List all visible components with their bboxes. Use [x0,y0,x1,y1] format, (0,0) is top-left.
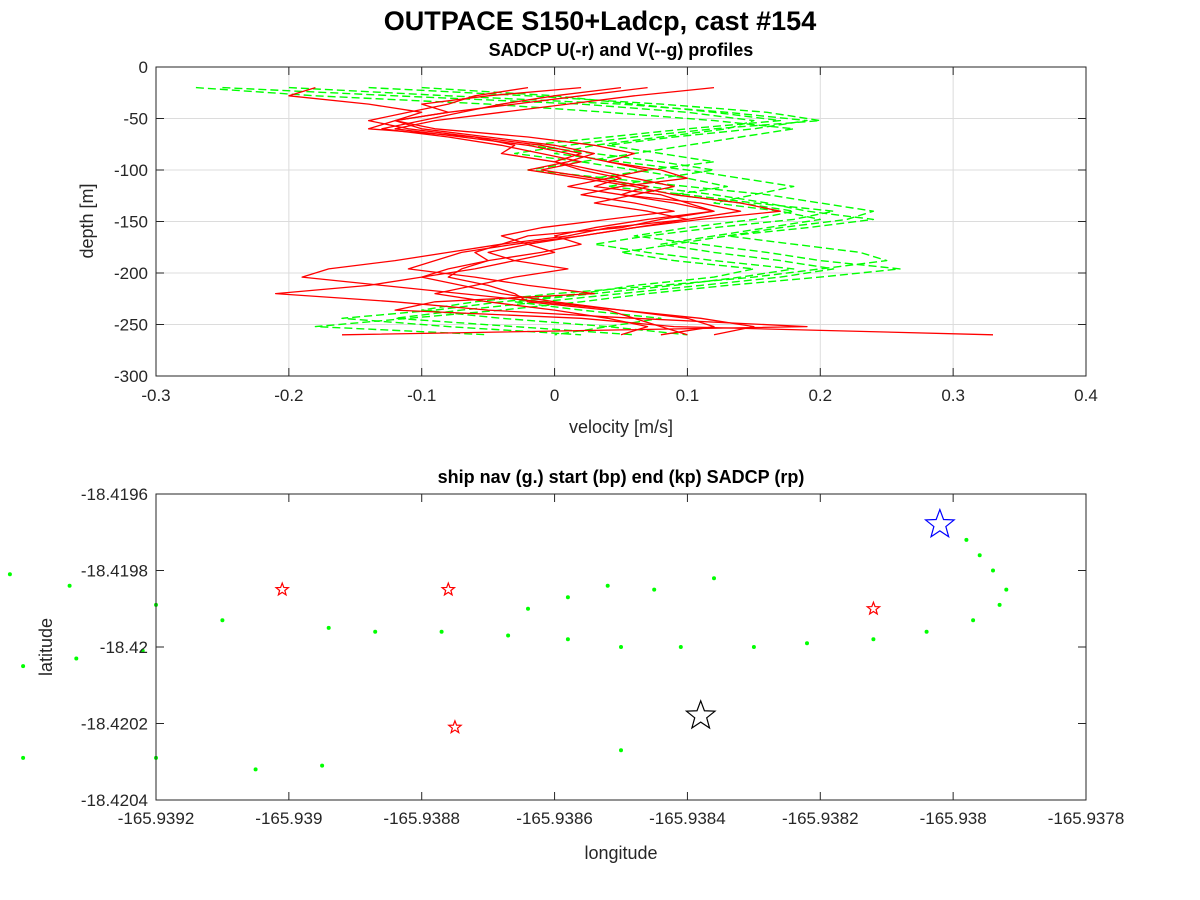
sadcp-star-marker [440,581,457,597]
profiles-ytick-label: -250 [114,316,148,335]
nav-ytick-label: -18.42 [100,638,148,657]
nav-point [439,629,444,634]
nav-xtick-label: -165.9386 [516,809,593,828]
nav-point [605,583,610,588]
nav-point [751,645,756,649]
nav-ylabel: latitude [36,618,56,676]
nav-point [977,553,982,558]
sadcp-star-marker [274,581,291,597]
profiles-ytick-label: -50 [123,110,148,129]
nav-point [74,656,79,661]
nav-xtick-label: -165.9392 [118,809,195,828]
end-star-marker [684,699,717,730]
profiles-ylabel: depth [m] [77,183,97,258]
profiles-ytick-label: -200 [114,264,148,283]
nav-xtick-label: -165.939 [255,809,322,828]
nav-point [253,767,258,772]
profiles-xlabel: velocity [m/s] [569,417,673,437]
v-profile-line [195,86,888,336]
nav-panel: ship nav (g.) start (bp) end (kp) SADCP … [7,467,1124,863]
nav-point [924,629,929,634]
nav-xtick-label: -165.938 [920,809,987,828]
u-profile-line [301,86,755,336]
nav-point [320,763,325,768]
nav-xtick-label: -165.9378 [1048,809,1125,828]
nav-xtick-label: -165.9382 [782,809,859,828]
profiles-xtick-label: 0 [550,386,559,405]
nav-point [326,625,331,630]
profiles-xtick-label: -0.1 [407,386,436,405]
sadcp-star-marker [865,600,882,616]
nav-ytick-label: -18.4196 [81,485,148,504]
u-profile-line [381,86,715,336]
nav-point [652,587,657,592]
nav-xtick-label: -165.9384 [649,809,726,828]
nav-point [997,602,1002,607]
nav-data [7,507,1009,772]
profiles-xtick-label: -0.2 [274,386,303,405]
nav-point [871,637,876,642]
nav-xtick-label: -165.9388 [383,809,460,828]
nav-point [805,641,809,646]
nav-ticks: -165.9392 -165.939 -165.9388 -165.9386 -165.… [81,485,1124,828]
nav-ytick-label: -18.4198 [81,562,148,581]
profiles-ytick-label: -100 [114,161,148,180]
profiles-ytick-label: -150 [114,213,148,232]
u-profile-line [274,86,808,336]
nav-xlabel: longitude [584,843,657,863]
profiles-xtick-label: 0.4 [1074,386,1098,405]
u-profile-line [367,86,689,336]
profiles-title: SADCP U(-r) and V(--g) profiles [489,40,754,60]
nav-point [565,595,570,600]
nav-point [21,664,26,669]
nav-point [7,572,12,577]
profiles-ytick-label: -300 [114,367,148,386]
nav-point [1004,587,1009,592]
start-star-marker [923,507,956,539]
nav-point [21,755,26,760]
nav-point [971,618,976,623]
figure-title: OUTPACE S150+Ladcp, cast #154 [384,6,816,36]
profiles-xtick-label: 0.1 [676,386,700,405]
nav-title: ship nav (g.) start (bp) end (kp) SADCP … [438,467,805,487]
nav-point [678,645,683,649]
nav-ytick-label: -18.4202 [81,715,148,734]
nav-point [712,576,716,581]
nav-point [526,606,530,611]
profiles-data [195,86,994,336]
v-profile-line [314,86,901,336]
profiles-xtick-label: -0.3 [141,386,170,405]
nav-point [964,537,969,542]
nav-point [140,648,145,653]
nav-point [67,583,72,588]
nav-point [619,645,623,649]
profiles-xtick-label: 0.2 [808,386,832,405]
nav-ytick-label: -18.4204 [81,791,148,810]
nav-point [991,568,995,573]
profiles-ytick-label: 0 [139,58,148,77]
nav-point [373,629,378,634]
profiles-ticks: -0.3 -0.2 -0.1 0 0.1 0.2 0.3 0.4 0 -50 -100 -150 -20… [114,58,1098,405]
nav-point [506,633,511,638]
sadcp-star-marker [447,719,463,734]
nav-point [619,748,623,753]
nav-point [220,618,225,623]
profiles-panel: SADCP U(-r) and V(--g) profiles -0.3 -0.2… [77,40,1098,437]
u-profile-line [394,86,994,336]
nav-point [565,637,570,642]
profiles-xtick-label: 0.3 [941,386,965,405]
v-profile-line [288,86,875,336]
